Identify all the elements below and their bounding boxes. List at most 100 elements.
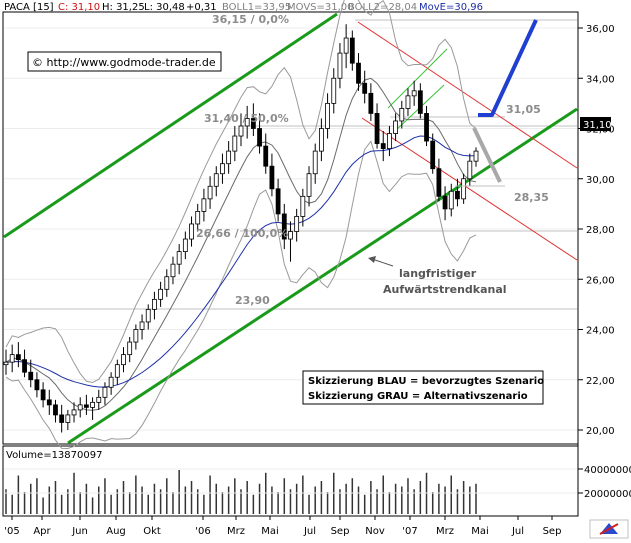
level-label-31-40: 31,40 / 50,0% bbox=[204, 112, 289, 125]
volume-axis: 40000000 20000000 bbox=[4, 465, 631, 500]
candle-body bbox=[374, 113, 380, 144]
legend-grey-text: Skizzierung GRAU = Alternativszenario bbox=[308, 391, 528, 402]
time-tick-label: Okt bbox=[143, 526, 161, 537]
candle-body bbox=[281, 213, 287, 240]
price-tick-label: 20,00 bbox=[586, 426, 615, 437]
candle-body bbox=[380, 143, 386, 149]
candle-body bbox=[294, 216, 300, 232]
candle-body bbox=[244, 118, 250, 127]
candle-body bbox=[3, 361, 9, 366]
scenario-alt bbox=[455, 127, 505, 187]
time-tick-label: Jul bbox=[511, 526, 524, 537]
price-tick-label: 36,00 bbox=[586, 24, 615, 35]
candle-body bbox=[442, 195, 448, 210]
candle-body bbox=[362, 82, 368, 94]
header-change: +0,31 bbox=[186, 2, 217, 13]
candle-body bbox=[399, 108, 405, 122]
candle-body bbox=[430, 140, 436, 170]
candle-body bbox=[121, 354, 126, 366]
time-tick-label: Jul bbox=[303, 526, 316, 537]
candle-body bbox=[83, 404, 89, 408]
chart-tool-icon[interactable] bbox=[589, 519, 629, 539]
candle-body bbox=[195, 211, 201, 225]
header-boll2: BOLL2=28,04 bbox=[348, 2, 417, 13]
candle-body bbox=[59, 414, 65, 423]
candle-body bbox=[201, 198, 207, 212]
watermark-text: © http://www.godmode-trader.de bbox=[32, 56, 216, 69]
time-tick-label: Mai bbox=[261, 526, 279, 537]
candle-body bbox=[411, 90, 417, 97]
scenario-grey-path bbox=[472, 127, 502, 183]
candle-body bbox=[213, 173, 219, 187]
candle-body bbox=[473, 150, 479, 162]
candle-body bbox=[448, 190, 454, 210]
time-tick-label: Aug bbox=[106, 526, 126, 537]
watermark: © http://www.godmode-trader.de bbox=[27, 51, 222, 72]
candle-body bbox=[424, 113, 429, 142]
header-symbol: PACA [15] bbox=[4, 2, 54, 13]
time-tick-label: Nov bbox=[365, 526, 385, 537]
legend-blue-text: Skizzierung BLAU = bevorzugtes Szenario bbox=[308, 376, 544, 387]
volume-tick-label: 40000000 bbox=[584, 465, 631, 476]
price-tick-label: 30,00 bbox=[586, 175, 615, 186]
channel-annotation: langfristiger Aufwärtstrendkanal bbox=[368, 256, 507, 296]
time-tick-label: '06 bbox=[195, 526, 210, 537]
chart-header: PACA [15] C: 31,10 H: 31,25 L: 30,48 +0,… bbox=[4, 2, 483, 13]
candle-body bbox=[77, 404, 83, 411]
candle-body bbox=[28, 371, 34, 381]
level-label-23-90: 23,90 bbox=[235, 294, 270, 307]
candle-body bbox=[46, 399, 52, 406]
candle-body bbox=[461, 178, 467, 200]
last-price-text: 31,10 bbox=[583, 120, 612, 131]
candle-body bbox=[22, 359, 27, 373]
legend-box-frame bbox=[302, 370, 544, 405]
down-channel-upper bbox=[357, 21, 578, 169]
volume-label: Volume=13870097 bbox=[6, 450, 102, 461]
candle-body bbox=[108, 376, 114, 388]
candle-body bbox=[96, 396, 102, 403]
candle-body bbox=[152, 298, 157, 310]
candle-body bbox=[53, 404, 58, 416]
candle-body bbox=[139, 321, 145, 330]
last-price-box bbox=[580, 117, 611, 131]
channel-note-arrowhead bbox=[368, 256, 376, 263]
time-tick-label: Sep bbox=[543, 526, 562, 537]
bollinger-upper bbox=[5, 0, 477, 384]
price-tick-label: 22,00 bbox=[586, 376, 615, 387]
volume-tick-label: 20000000 bbox=[584, 489, 631, 500]
candle-body bbox=[275, 188, 281, 215]
level-label-31-05: 31,05 bbox=[506, 103, 541, 116]
header-high: H: 31,25 bbox=[102, 2, 145, 13]
candle-body bbox=[189, 223, 194, 240]
candle-body bbox=[343, 37, 349, 54]
price-axis: 36,0034,0032,0030,0028,0026,0024,0022,00… bbox=[578, 24, 615, 437]
channel-note-line1: langfristiger bbox=[399, 267, 477, 280]
bollinger-lower bbox=[5, 140, 477, 450]
candle-body bbox=[170, 263, 176, 278]
candle-body bbox=[127, 341, 133, 356]
time-tick-label: Jun bbox=[71, 526, 88, 537]
candles bbox=[3, 24, 479, 433]
candle-body bbox=[226, 150, 232, 165]
candle-body bbox=[158, 288, 164, 300]
candle-body bbox=[207, 185, 213, 200]
time-tick-label: '07 bbox=[402, 526, 417, 537]
candle-body bbox=[232, 135, 238, 152]
indicators bbox=[5, 0, 477, 450]
price-tick-label: 28,00 bbox=[586, 225, 615, 236]
candle-body bbox=[393, 120, 399, 134]
candle-body bbox=[114, 364, 120, 378]
candle-body bbox=[9, 354, 15, 363]
candle-body bbox=[436, 168, 442, 197]
candle-body bbox=[102, 386, 108, 398]
header-low: L: 30,48 bbox=[144, 2, 185, 13]
time-tick-label: '05 bbox=[4, 526, 19, 537]
candle-body bbox=[387, 133, 392, 149]
candle-body bbox=[349, 37, 355, 64]
candle-body bbox=[325, 102, 330, 129]
time-tick-label: Apr bbox=[33, 526, 51, 537]
channel-note-arrow bbox=[371, 258, 394, 267]
candle-body bbox=[306, 173, 312, 197]
header-move: MovE=30,96 bbox=[419, 2, 483, 13]
